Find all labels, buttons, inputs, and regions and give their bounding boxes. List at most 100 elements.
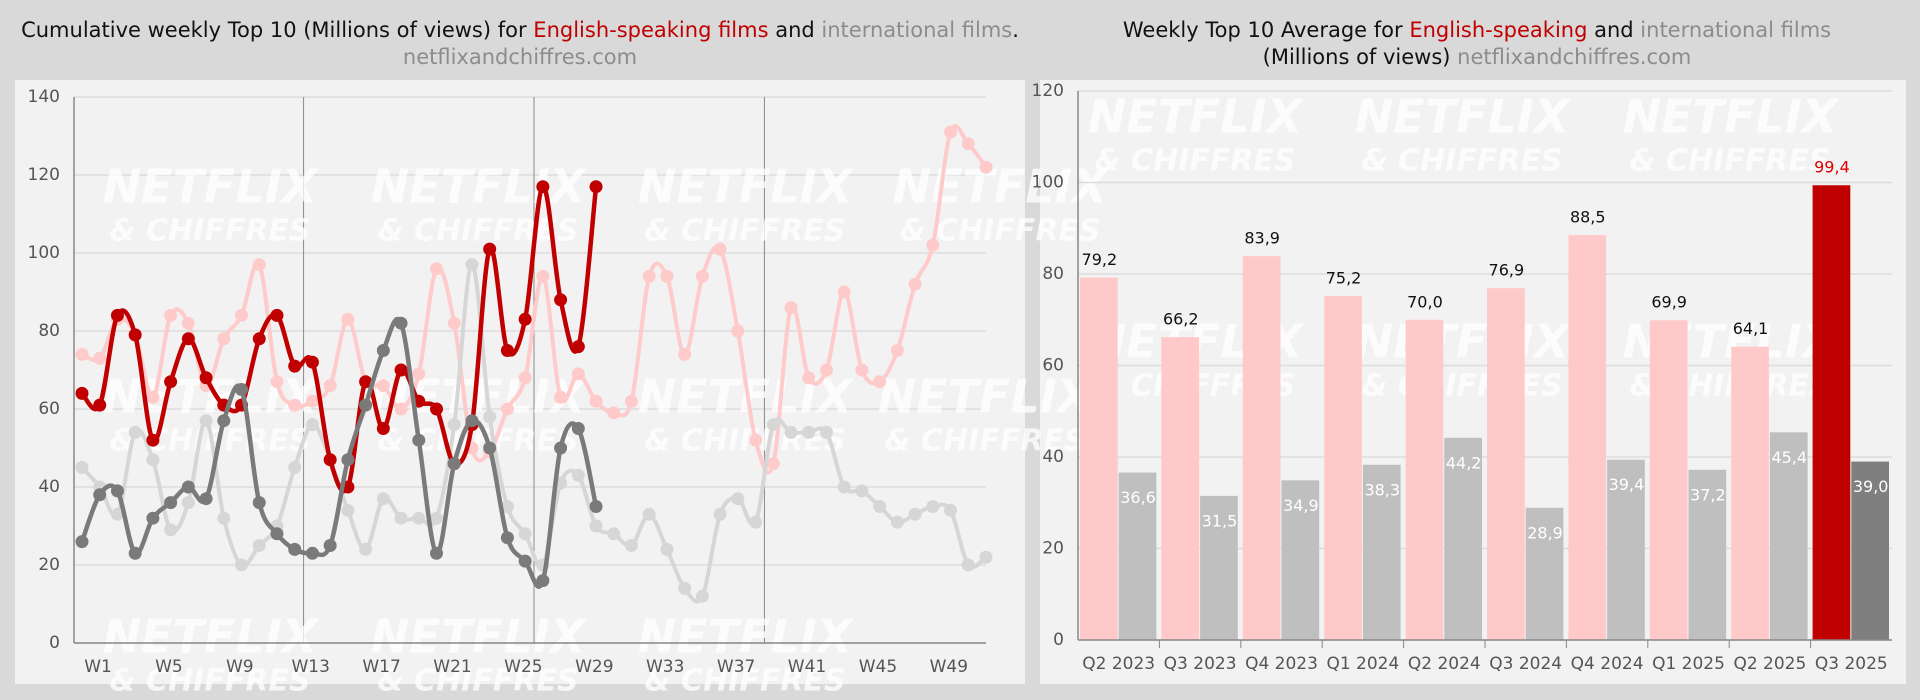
data-point bbox=[890, 344, 904, 357]
data-point bbox=[394, 316, 408, 330]
title-part: netflixandchiffres.com bbox=[1457, 45, 1691, 69]
data-point bbox=[749, 433, 763, 447]
data-point bbox=[571, 340, 585, 354]
watermark: NETFLIX bbox=[1355, 90, 1572, 144]
data-point bbox=[359, 398, 373, 412]
data-point bbox=[837, 285, 851, 299]
y-tick-label: 0 bbox=[49, 633, 60, 653]
value-label: 37,2 bbox=[1690, 485, 1726, 504]
data-point bbox=[500, 500, 514, 513]
data-point bbox=[890, 515, 904, 529]
watermark: & CHIFFRES bbox=[377, 664, 578, 699]
data-point bbox=[376, 344, 390, 357]
data-point bbox=[766, 457, 780, 471]
data-point bbox=[571, 422, 585, 435]
bar bbox=[1525, 507, 1564, 640]
data-point bbox=[660, 269, 674, 283]
data-point bbox=[518, 527, 532, 541]
data-point bbox=[926, 238, 940, 252]
watermark: NETFLIX bbox=[103, 610, 320, 664]
data-point bbox=[571, 367, 585, 381]
value-label: 83,9 bbox=[1244, 229, 1280, 248]
watermark: NETFLIX bbox=[878, 370, 1095, 424]
y-tick-label: 40 bbox=[38, 477, 60, 497]
data-point bbox=[518, 371, 532, 385]
value-label: 75,2 bbox=[1326, 268, 1362, 287]
y-tick-label: 60 bbox=[38, 399, 60, 419]
data-point bbox=[855, 363, 869, 377]
value-label: 28,9 bbox=[1527, 523, 1563, 542]
y-tick-label: 120 bbox=[1032, 81, 1064, 101]
data-point bbox=[873, 375, 887, 389]
data-point bbox=[518, 554, 532, 568]
data-point bbox=[235, 558, 249, 572]
bar bbox=[1405, 319, 1444, 640]
data-point bbox=[589, 394, 603, 408]
value-label: 70,0 bbox=[1407, 292, 1443, 311]
data-point bbox=[624, 394, 638, 408]
value-label: 66,2 bbox=[1163, 310, 1199, 329]
x-tick-label: W13 bbox=[291, 657, 329, 677]
data-point bbox=[75, 347, 89, 361]
data-point bbox=[678, 347, 692, 361]
data-point bbox=[447, 457, 461, 471]
watermark: & CHIFFRES bbox=[1094, 144, 1295, 179]
y-tick-label: 20 bbox=[1042, 539, 1064, 559]
x-tick-label: W21 bbox=[433, 657, 471, 677]
data-point bbox=[500, 531, 514, 545]
data-point bbox=[554, 390, 568, 404]
x-tick-label: W5 bbox=[155, 657, 183, 677]
data-point bbox=[465, 258, 479, 272]
watermark: & CHIFFRES bbox=[109, 664, 310, 699]
data-point bbox=[766, 418, 780, 432]
data-point bbox=[110, 484, 124, 498]
data-point bbox=[288, 359, 302, 373]
data-point bbox=[93, 488, 107, 502]
data-point bbox=[607, 406, 621, 420]
data-point bbox=[642, 507, 656, 521]
data-point bbox=[589, 180, 603, 194]
x-tick-label: W37 bbox=[717, 657, 755, 677]
y-tick-label: 140 bbox=[28, 87, 60, 107]
data-point bbox=[128, 328, 142, 342]
bar bbox=[1444, 437, 1482, 640]
data-point bbox=[288, 542, 302, 556]
x-tick-label: W17 bbox=[362, 657, 400, 677]
data-point bbox=[305, 394, 319, 408]
data-point bbox=[75, 461, 89, 474]
bar bbox=[1812, 185, 1851, 640]
data-point bbox=[554, 293, 568, 307]
data-point bbox=[323, 539, 337, 552]
data-point bbox=[483, 410, 497, 424]
data-point bbox=[128, 425, 142, 439]
data-point bbox=[961, 558, 975, 572]
data-point bbox=[110, 308, 124, 322]
data-point bbox=[235, 383, 249, 396]
data-point bbox=[412, 367, 426, 381]
data-point bbox=[430, 511, 444, 525]
data-point bbox=[305, 418, 319, 432]
data-point bbox=[731, 324, 745, 338]
watermark: & CHIFFRES bbox=[109, 214, 310, 249]
value-label: 76,9 bbox=[1489, 261, 1525, 280]
data-point bbox=[607, 527, 621, 541]
value-label: 69,9 bbox=[1651, 293, 1687, 312]
data-point bbox=[199, 414, 213, 428]
watermark: & CHIFFRES bbox=[1361, 369, 1562, 404]
data-point bbox=[146, 511, 160, 525]
watermark: NETFLIX bbox=[638, 610, 855, 664]
y-tick-label: 100 bbox=[1032, 173, 1064, 193]
data-point bbox=[873, 500, 887, 513]
data-point bbox=[979, 550, 993, 564]
data-point bbox=[199, 371, 213, 385]
data-point bbox=[536, 574, 550, 588]
watermark: NETFLIX bbox=[1623, 90, 1840, 144]
data-point bbox=[323, 453, 337, 467]
data-point bbox=[341, 503, 355, 517]
data-point bbox=[589, 500, 603, 513]
bar bbox=[1324, 295, 1362, 640]
data-point bbox=[288, 461, 302, 474]
data-point bbox=[359, 542, 373, 556]
data-point bbox=[624, 539, 638, 552]
data-point bbox=[217, 511, 231, 525]
